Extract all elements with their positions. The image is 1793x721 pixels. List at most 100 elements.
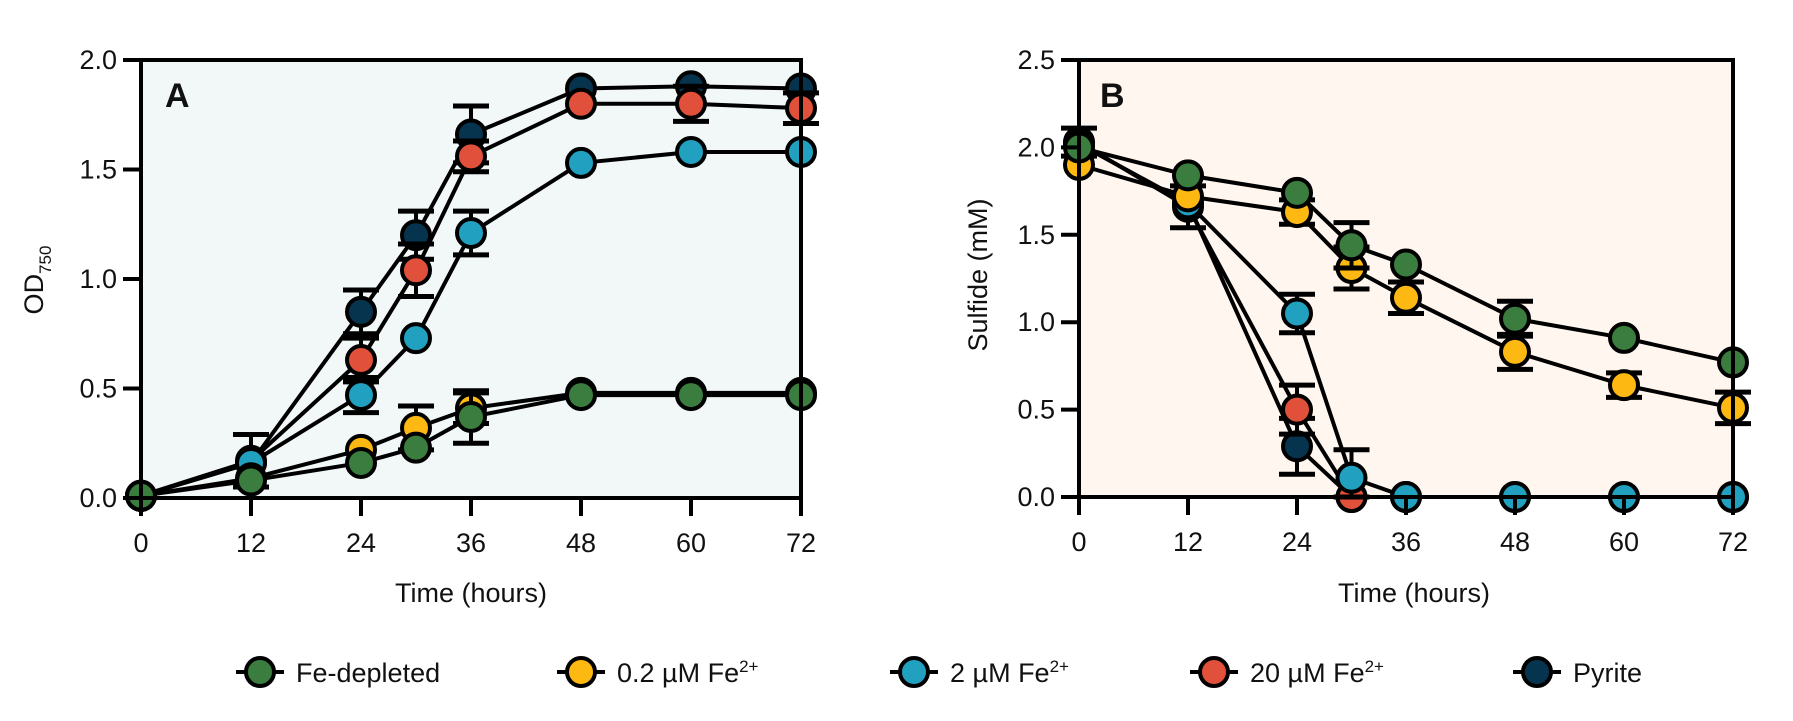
- legend-label-text: 0.2 µM Fe: [617, 658, 739, 688]
- series-line-pyrite: [140, 84, 802, 498]
- data-point-2-m-fe: [345, 379, 377, 412]
- legend-item-fe-depleted: Fe-depleted: [236, 656, 440, 688]
- data-point-20-m-fe: [1281, 393, 1313, 426]
- y-tick-label: 1.0: [79, 264, 117, 294]
- legend-label: Fe-depleted: [296, 658, 440, 688]
- legend-label-text: 20 µM Fe: [1250, 658, 1365, 688]
- panel-b-x-axis-label: Time (hours): [1338, 578, 1490, 608]
- data-point-2-m-fe: [675, 135, 707, 168]
- y-tick-label: 0.5: [79, 374, 117, 404]
- y-tick-label: 0.5: [1017, 395, 1055, 425]
- x-tick-label: 60: [676, 528, 706, 558]
- data-point-fe-depleted: [400, 431, 432, 464]
- legend-marker: [1198, 656, 1230, 688]
- panel-a-letter: A: [165, 77, 190, 115]
- y-tick-label: 2.0: [1017, 132, 1055, 162]
- panel-a-series: [125, 70, 819, 512]
- x-tick-label: 36: [456, 528, 486, 558]
- x-tick-label: 48: [1500, 527, 1530, 557]
- x-tick-label: 24: [346, 528, 376, 558]
- data-point-20-m-fe: [565, 87, 597, 120]
- data-point-fe-depleted: [1335, 229, 1368, 262]
- data-point-fe-depleted: [235, 464, 267, 497]
- legend-item-20-m-fe-2: 20 µM Fe2+: [1190, 656, 1384, 688]
- data-point-fe-depleted: [1281, 176, 1313, 209]
- data-point-pyrite: [345, 295, 377, 328]
- panel-a-y-label-main: OD: [19, 274, 49, 315]
- series-fe-depleted: [125, 379, 817, 512]
- series-line-fe-depleted: [1078, 145, 1734, 365]
- x-tick-label: 36: [1391, 527, 1421, 557]
- data-point-0-2-m-fe: [1390, 281, 1422, 314]
- series-fe-depleted: [1063, 131, 1749, 379]
- x-tick-label: 0: [1071, 527, 1086, 557]
- panel-b-y-axis-label: Sulfide (mM): [963, 198, 993, 351]
- panel-b-axes: 0.0 0.5 1.0 1.5 2.0 2.5 0 12 24 36 48 60 72: [1017, 45, 1748, 557]
- series-line-0-2-m-fe: [140, 390, 801, 498]
- data-point-fe-depleted: [455, 400, 487, 433]
- data-point-fe-depleted: [565, 379, 597, 412]
- data-point-2-m-fe: [400, 322, 432, 355]
- data-point-20-m-fe: [400, 254, 432, 287]
- data-point-fe-depleted: [1608, 321, 1640, 354]
- data-point-20-m-fe: [345, 344, 377, 377]
- y-tick-label: 0.0: [1017, 482, 1055, 512]
- data-point-20-m-fe: [675, 87, 707, 120]
- legend-label: Pyrite: [1573, 658, 1642, 688]
- legend-label: 20 µM Fe2+: [1250, 657, 1384, 688]
- y-tick-label: 1.5: [1017, 220, 1055, 250]
- y-tick-label: 0.0: [79, 483, 117, 513]
- legend-label: 0.2 µM Fe2+: [617, 657, 759, 688]
- data-point-fe-depleted: [675, 379, 707, 412]
- data-point-2-m-fe: [1281, 297, 1313, 330]
- data-point-fe-depleted: [1172, 159, 1204, 192]
- data-point-0-2-m-fe: [1608, 369, 1640, 402]
- x-tick-label: 60: [1609, 527, 1639, 557]
- panel-a-od750: 0.0 0.5 1.0 1.5 2.0 0 12 24 36 48 60 72 A Time (hou…: [19, 45, 819, 608]
- panel-a-y-label-subscript: 750: [36, 246, 55, 274]
- x-tick-label: 72: [786, 528, 816, 558]
- legend-marker: [244, 656, 276, 688]
- legend-label-superscript: 2+: [1365, 657, 1384, 676]
- series-line-pyrite: [1078, 142, 1353, 499]
- x-tick-label: 48: [566, 528, 596, 558]
- series-line-2-m-fe: [140, 149, 801, 498]
- data-point-20-m-fe: [455, 140, 487, 173]
- x-tick-label: 72: [1718, 527, 1748, 557]
- panel-b-letter: B: [1100, 77, 1125, 115]
- legend-item-2-m-fe-2: 2 µM Fe2+: [890, 656, 1069, 688]
- legend-label-text: 2 µM Fe: [950, 658, 1050, 688]
- legend-label-superscript: 2+: [1050, 657, 1069, 676]
- legend-label: 2 µM Fe2+: [950, 657, 1069, 688]
- y-tick-label: 2.0: [79, 45, 117, 75]
- legend-label-text: Fe-depleted: [296, 658, 440, 688]
- x-tick-label: 0: [133, 528, 148, 558]
- y-tick-label: 2.5: [1017, 45, 1055, 75]
- legend-item-pyrite: Pyrite: [1513, 656, 1642, 688]
- data-point-2-m-fe: [565, 146, 597, 179]
- series-line-0-2-m-fe: [1078, 162, 1734, 410]
- legend-label-superscript: 2+: [739, 657, 758, 676]
- panel-a-x-axis-label: Time (hours): [395, 578, 547, 608]
- x-tick-label: 12: [236, 528, 266, 558]
- series-line-20-m-fe: [140, 101, 802, 498]
- panel-a-y-axis-label: OD750: [19, 246, 55, 315]
- series-line-fe-depleted: [140, 393, 801, 498]
- legend-item-0-2-m-fe-2: 0.2 µM Fe2+: [557, 656, 759, 688]
- data-point-fe-depleted: [1499, 302, 1531, 335]
- legend-marker: [898, 656, 930, 688]
- x-tick-label: 12: [1173, 527, 1203, 557]
- y-tick-label: 1.5: [79, 155, 117, 185]
- data-point-0-2-m-fe: [1499, 335, 1531, 368]
- data-point-2-m-fe: [1335, 461, 1368, 494]
- legend: Fe-depleted 0.2 µM Fe2+ 2 µM Fe2+ 20 µM Fe2…: [236, 656, 1642, 688]
- legend-label-text: Pyrite: [1573, 658, 1642, 688]
- panel-b-sulfide: 0.0 0.5 1.0 1.5 2.0 2.5 0 12 24 36 48 60 72 B Time (…: [963, 45, 1751, 608]
- legend-marker: [565, 656, 597, 688]
- panel-a-axes: 0.0 0.5 1.0 1.5 2.0 0 12 24 36 48 60 72: [79, 45, 816, 558]
- legend-marker: [1521, 656, 1553, 688]
- data-point-fe-depleted: [345, 446, 377, 479]
- data-point-2-m-fe: [455, 217, 487, 250]
- x-tick-label: 24: [1282, 527, 1312, 557]
